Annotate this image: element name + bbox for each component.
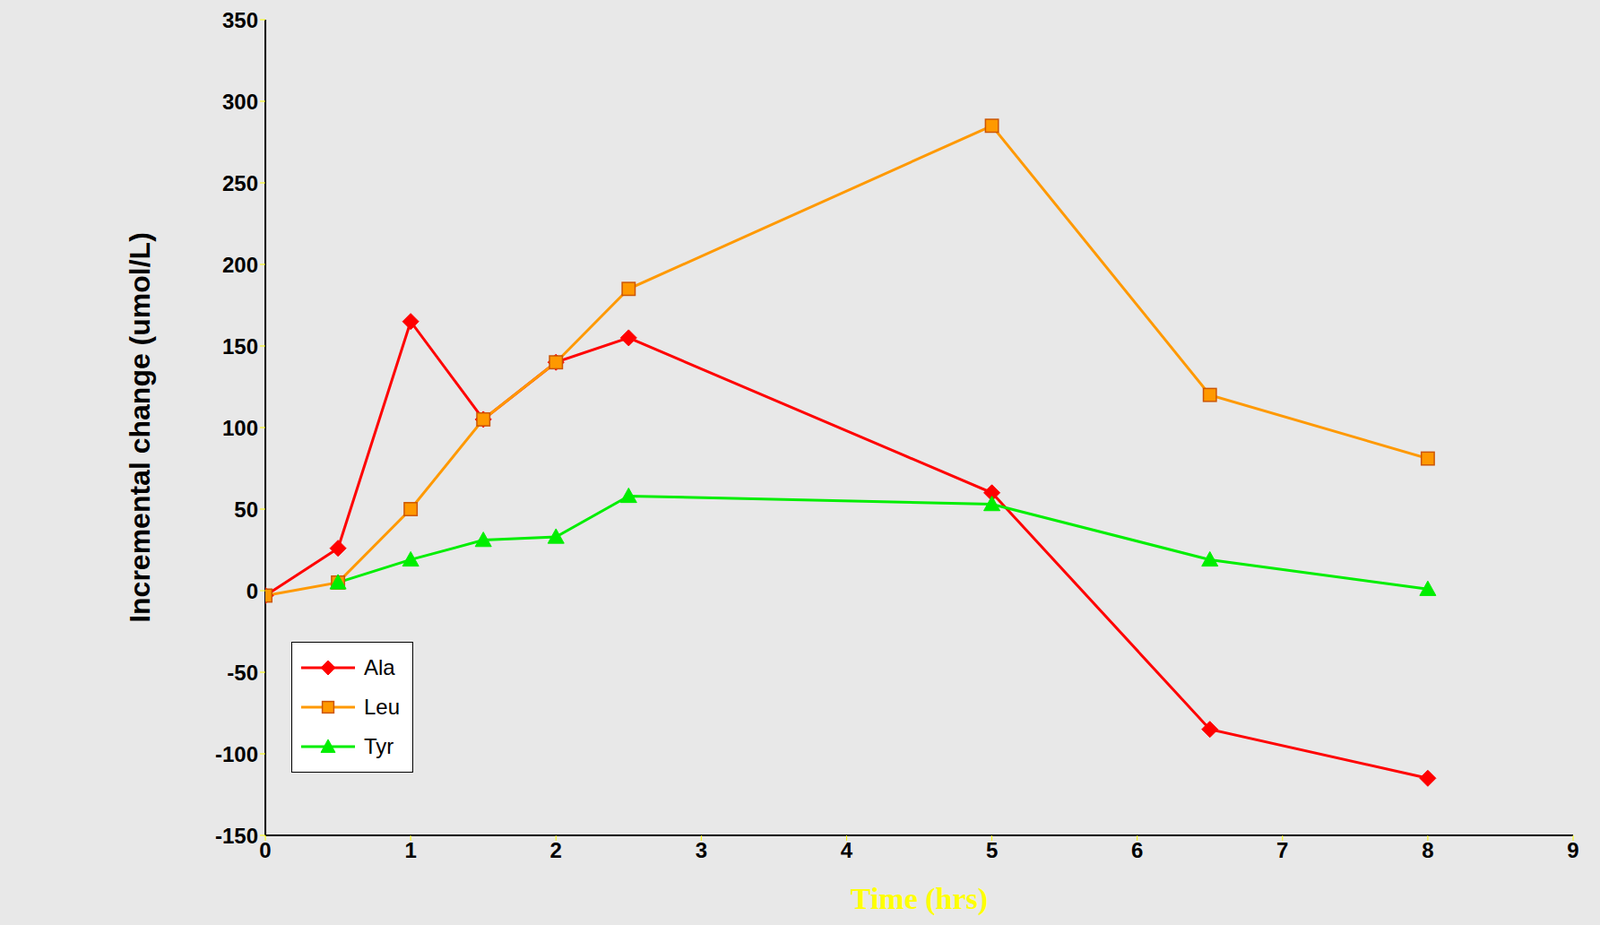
svg-text:200: 200 xyxy=(222,252,259,277)
svg-text:7: 7 xyxy=(1276,838,1289,863)
svg-text:350: 350 xyxy=(222,8,259,33)
svg-text:8: 8 xyxy=(1421,838,1434,863)
svg-text:1: 1 xyxy=(404,838,416,863)
svg-text:2: 2 xyxy=(550,838,563,863)
svg-text:6: 6 xyxy=(1131,838,1143,863)
svg-text:Incremental change (umol/L): Incremental change (umol/L) xyxy=(123,232,156,623)
svg-text:-150: -150 xyxy=(215,823,259,848)
svg-text:-100: -100 xyxy=(215,742,259,767)
svg-text:9: 9 xyxy=(1566,838,1579,863)
svg-text:50: 50 xyxy=(233,497,259,522)
svg-text:3: 3 xyxy=(695,838,708,863)
html-text:Leu: Leu xyxy=(363,694,400,719)
svg-text:0: 0 xyxy=(259,838,271,863)
svg-text:Time (hrs): Time (hrs) xyxy=(850,882,988,917)
svg-text:5: 5 xyxy=(985,838,998,863)
svg-text:0: 0 xyxy=(246,579,259,604)
svg-text:150: 150 xyxy=(222,334,259,359)
html-text:Tyr: Tyr xyxy=(363,734,394,759)
svg-text:100: 100 xyxy=(222,415,259,441)
svg-text:-50: -50 xyxy=(226,660,259,685)
svg-text:4: 4 xyxy=(840,838,854,863)
html-text:Ala: Ala xyxy=(363,655,396,680)
svg-text:250: 250 xyxy=(222,171,259,196)
svg-text:300: 300 xyxy=(222,89,259,114)
